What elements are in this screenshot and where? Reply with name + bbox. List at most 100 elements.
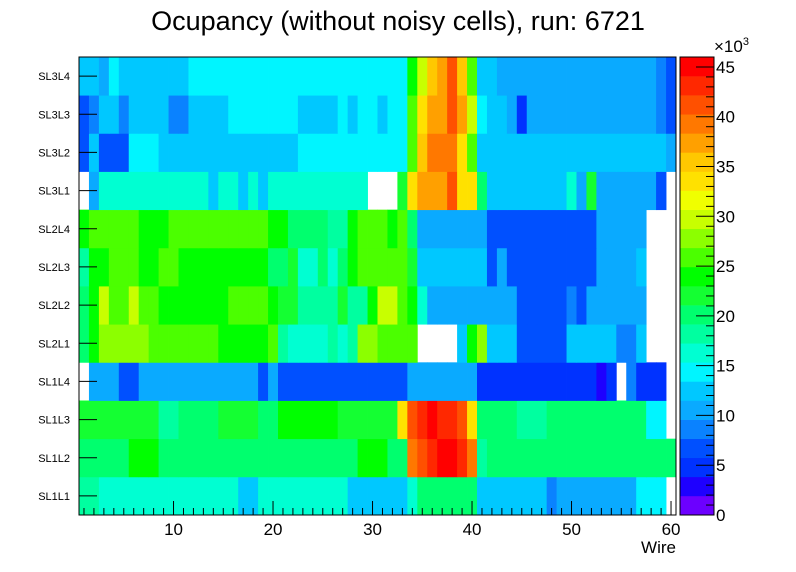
heatmap-cell <box>208 209 219 249</box>
heatmap-cell <box>596 133 607 172</box>
heatmap-cell <box>218 400 229 440</box>
heatmap-cell <box>417 171 428 211</box>
heatmap-cell <box>317 476 329 516</box>
heatmap-cell <box>208 400 219 440</box>
heatmap-cell <box>268 362 279 401</box>
heatmap-cell <box>556 400 567 440</box>
heatmap-cell <box>238 57 249 96</box>
heatmap-cell <box>118 95 130 134</box>
color-scale-segment <box>680 476 714 497</box>
heatmap-cell <box>198 95 209 134</box>
heatmap-cell <box>417 476 428 516</box>
heatmap-cell <box>248 95 259 134</box>
z-tick-label: 15 <box>716 357 735 376</box>
heatmap-cell <box>526 57 538 96</box>
heatmap-cell <box>168 362 179 401</box>
heatmap-cell <box>506 324 518 363</box>
heatmap-cell <box>656 95 667 134</box>
heatmap-cell <box>636 209 647 249</box>
heatmap-cell <box>397 438 408 478</box>
heatmap-cell <box>387 57 398 96</box>
heatmap-cell <box>287 476 299 516</box>
heatmap-cell <box>248 476 259 516</box>
heatmap-cell <box>486 438 498 478</box>
heatmap-cell <box>357 286 368 325</box>
heatmap-cell <box>327 362 339 401</box>
heatmap-cell <box>98 95 110 134</box>
heatmap-cell <box>278 209 289 249</box>
heatmap-cell <box>367 247 378 287</box>
x-tick-label: 20 <box>264 520 283 539</box>
heatmap-cell <box>546 324 557 363</box>
heatmap-cell <box>516 362 528 401</box>
heatmap-cell <box>526 133 538 172</box>
heatmap-cell <box>596 57 607 96</box>
heatmap-cell <box>566 362 577 401</box>
heatmap-cell <box>596 95 607 134</box>
heatmap-cell <box>506 209 518 249</box>
heatmap-cell <box>616 476 627 516</box>
heatmap-cell <box>616 133 627 172</box>
heatmap-cell <box>188 286 199 325</box>
heatmap-cell <box>536 171 548 211</box>
heatmap-cell <box>208 95 219 134</box>
heatmap-cell <box>327 171 339 211</box>
heatmap-cell <box>327 133 339 172</box>
heatmap-cell <box>208 247 219 287</box>
heatmap-cell <box>377 95 388 134</box>
heatmap-cell <box>596 171 607 211</box>
heatmap-cell <box>457 209 468 249</box>
heatmap-cell <box>467 324 478 363</box>
heatmap-cell <box>526 476 538 516</box>
heatmap-cell <box>666 133 677 172</box>
heatmap-cell <box>377 57 388 96</box>
heatmap-cell <box>188 209 199 249</box>
heatmap-cell <box>228 209 239 249</box>
heatmap-cell <box>437 133 448 172</box>
heatmap-cell <box>118 324 130 363</box>
heatmap-cell <box>437 476 448 516</box>
heatmap-cell <box>536 400 548 440</box>
heatmap-cell <box>108 247 120 287</box>
heatmap-cell <box>138 362 150 401</box>
heatmap-cell <box>357 400 368 440</box>
y-tick-label: SL3L4 <box>38 71 70 83</box>
heatmap-cell <box>596 209 607 249</box>
heatmap-cell <box>427 171 438 211</box>
heatmap-cell <box>576 324 587 363</box>
heatmap-cell <box>596 438 607 478</box>
heatmap-cell <box>367 57 378 96</box>
heatmap-cell <box>218 476 229 516</box>
heatmap-cell <box>427 438 438 478</box>
color-scale-segment <box>680 171 714 191</box>
heatmap-cell <box>397 400 408 440</box>
x-tick-label: 30 <box>363 520 382 539</box>
heatmap-cell <box>337 438 349 478</box>
heatmap-cell <box>138 209 150 249</box>
heatmap-cell <box>218 209 229 249</box>
heatmap-cell <box>387 476 398 516</box>
heatmap-cell <box>496 209 508 249</box>
heatmap-cell <box>128 171 140 211</box>
heatmap-cell <box>168 247 179 287</box>
heatmap-cell <box>486 57 498 96</box>
heatmap-cell <box>576 400 587 440</box>
heatmap-cell <box>258 286 269 325</box>
y-tick-label: SL3L2 <box>38 147 70 159</box>
heatmap-cell <box>576 247 587 287</box>
heatmap-cell <box>407 476 418 516</box>
heatmap-cell <box>287 171 299 211</box>
heatmap-cell <box>576 57 587 96</box>
heatmap-cell <box>268 171 279 211</box>
heatmap-cell <box>307 57 319 96</box>
heatmap-cell <box>238 209 249 249</box>
heatmap-cell <box>367 133 378 172</box>
heatmap-cell <box>337 209 349 249</box>
heatmap-cell <box>327 400 339 440</box>
color-scale-segment <box>680 286 714 306</box>
heatmap-cell <box>367 400 378 440</box>
heatmap-cell <box>437 247 448 287</box>
heatmap-cell <box>98 133 110 172</box>
heatmap-cell <box>606 362 617 401</box>
heatmap-cell <box>467 171 478 211</box>
